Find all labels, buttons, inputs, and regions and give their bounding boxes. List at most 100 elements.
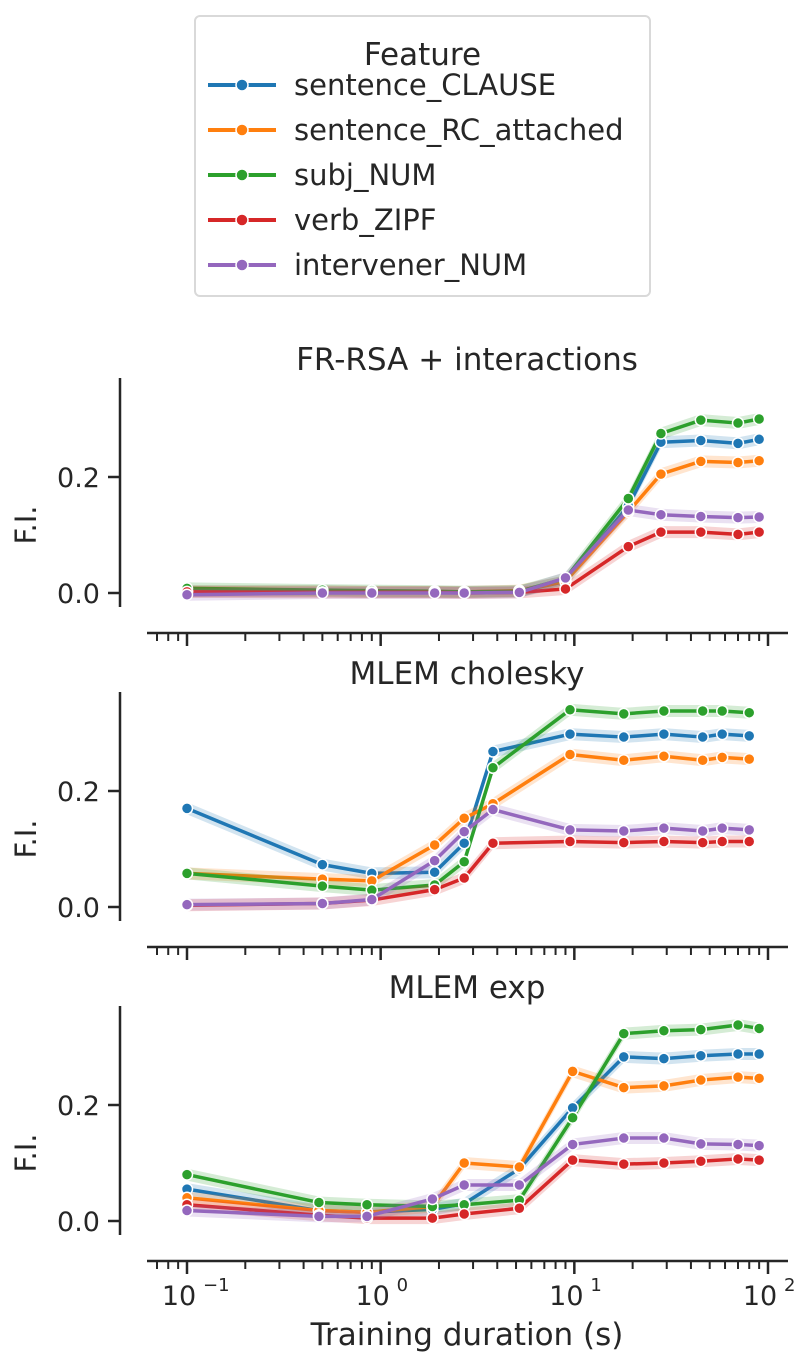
data-point-sentence_CLAUSE	[180, 802, 194, 815]
data-point-subj_NUM	[312, 1196, 326, 1209]
data-point-verb_ZIPF	[752, 1153, 766, 1167]
legend-swatch-icon	[208, 123, 276, 137]
legend: Feature sentence_CLAUSE sentence_RC_atta…	[194, 15, 651, 297]
data-point-subj_NUM	[563, 703, 577, 717]
data-point-intervener_NUM	[180, 588, 194, 601]
data-point-verb_ZIPF	[426, 1211, 439, 1225]
y-axis-label: F.I.	[9, 505, 43, 544]
data-point-intervener_NUM	[486, 803, 500, 816]
y-tick-label: 0.0	[57, 579, 100, 610]
data-point-subj_NUM	[486, 761, 500, 775]
data-point-subj_NUM	[694, 1023, 708, 1036]
ci-band-intervener_NUM	[187, 504, 760, 601]
data-point-sentence_RC_attached	[752, 1072, 766, 1085]
x-tick-exponent: 1	[590, 1275, 601, 1296]
data-point-subj_NUM	[752, 412, 766, 426]
data-point-sentence_CLAUSE	[752, 433, 766, 446]
legend-label: sentence_RC_attached	[294, 113, 624, 147]
data-point-subj_NUM	[657, 1024, 671, 1038]
data-point-sentence_CLAUSE	[696, 730, 709, 744]
data-point-verb_ZIPF	[457, 871, 471, 885]
data-point-verb_ZIPF	[731, 528, 745, 541]
data-point-intervener_NUM	[742, 823, 756, 837]
data-point-sentence_RC_attached	[428, 838, 441, 852]
data-point-intervener_NUM	[715, 821, 729, 835]
data-point-intervener_NUM	[428, 854, 441, 867]
y-tick-label: 0.2	[57, 777, 100, 808]
series-line-intervener_NUM	[186, 508, 760, 597]
data-point-sentence_RC_attached	[617, 754, 631, 767]
data-point-intervener_NUM	[752, 1139, 766, 1152]
data-point-intervener_NUM	[566, 1138, 579, 1151]
data-point-sentence_RC_attached	[563, 748, 577, 761]
data-point-verb_ZIPF	[559, 582, 572, 596]
x-tick-exponent: 2	[784, 1275, 795, 1296]
data-point-verb_ZIPF	[657, 835, 671, 848]
data-point-intervener_NUM	[457, 1178, 471, 1192]
data-point-sentence_CLAUSE	[694, 1049, 708, 1062]
data-point-subj_NUM	[617, 707, 631, 721]
x-tick-exponent: 0	[397, 1275, 408, 1296]
x-tick-exponent: −1	[203, 1275, 230, 1296]
data-point-intervener_NUM	[316, 586, 329, 600]
legend-label: intervener_NUM	[294, 248, 528, 282]
legend-item-sentence-clause: sentence_CLAUSE	[204, 67, 644, 107]
data-point-sentence_RC_attached	[566, 1065, 579, 1078]
data-point-intervener_NUM	[360, 1210, 374, 1223]
data-point-sentence_CLAUSE	[316, 858, 329, 871]
legend-label: verb_ZIPF	[294, 203, 437, 237]
data-point-intervener_NUM	[622, 503, 635, 517]
x-tick-label: 10	[162, 1281, 196, 1312]
y-tick-label: 0.0	[57, 893, 100, 924]
data-point-intervener_NUM	[617, 824, 631, 838]
data-point-sentence_RC_attached	[742, 752, 756, 766]
data-point-sentence_CLAUSE	[486, 745, 500, 758]
data-point-subj_NUM	[731, 1018, 745, 1032]
x-axis-label: Training duration (s)	[310, 1317, 624, 1353]
data-point-verb_ZIPF	[715, 835, 729, 848]
data-point-subj_NUM	[622, 492, 635, 505]
data-point-sentence_CLAUSE	[694, 434, 708, 447]
data-point-sentence_RC_attached	[654, 467, 668, 481]
data-point-subj_NUM	[694, 413, 708, 427]
data-point-sentence_RC_attached	[731, 456, 745, 469]
data-point-subj_NUM	[180, 1168, 194, 1181]
data-point-sentence_RC_attached	[457, 812, 471, 825]
data-point-verb_ZIPF	[566, 1153, 579, 1167]
data-point-intervener_NUM	[657, 821, 671, 835]
data-point-verb_ZIPF	[617, 836, 631, 849]
data-point-subj_NUM	[457, 855, 471, 869]
data-point-subj_NUM	[360, 1198, 374, 1212]
data-point-sentence_CLAUSE	[657, 727, 671, 741]
data-point-intervener_NUM	[513, 586, 526, 599]
data-point-intervener_NUM	[559, 571, 572, 585]
data-point-sentence_RC_attached	[457, 1156, 471, 1170]
x-tick-label: 10	[549, 1281, 583, 1312]
data-point-intervener_NUM	[694, 1137, 708, 1151]
data-point-intervener_NUM	[654, 508, 668, 521]
data-point-intervener_NUM	[426, 1192, 439, 1206]
data-point-sentence_RC_attached	[715, 751, 729, 764]
data-point-subj_NUM	[752, 1022, 766, 1035]
data-point-sentence_RC_attached	[696, 754, 709, 767]
data-point-sentence_RC_attached	[694, 1073, 708, 1087]
data-point-verb_ZIPF	[622, 540, 635, 553]
data-point-intervener_NUM	[365, 893, 379, 906]
data-point-subj_NUM	[316, 879, 329, 893]
data-point-sentence_RC_attached	[752, 454, 766, 468]
data-point-intervener_NUM	[180, 1204, 194, 1217]
data-point-sentence_RC_attached	[694, 455, 708, 468]
data-point-intervener_NUM	[316, 897, 329, 910]
data-point-sentence_CLAUSE	[617, 730, 631, 744]
legend-item-intervener-num: intervener_NUM	[204, 247, 644, 287]
legend-item-subj-num: subj_NUM	[204, 157, 644, 197]
data-point-sentence_CLAUSE	[715, 727, 729, 741]
data-point-subj_NUM	[657, 704, 671, 718]
data-point-verb_ZIPF	[657, 1156, 671, 1170]
data-point-sentence_RC_attached	[657, 1079, 671, 1093]
data-point-sentence_CLAUSE	[428, 865, 441, 879]
y-tick-label: 0.2	[57, 463, 100, 494]
ci-band-sentence_CLAUSE	[187, 1047, 760, 1219]
legend-swatch-icon	[208, 213, 276, 227]
